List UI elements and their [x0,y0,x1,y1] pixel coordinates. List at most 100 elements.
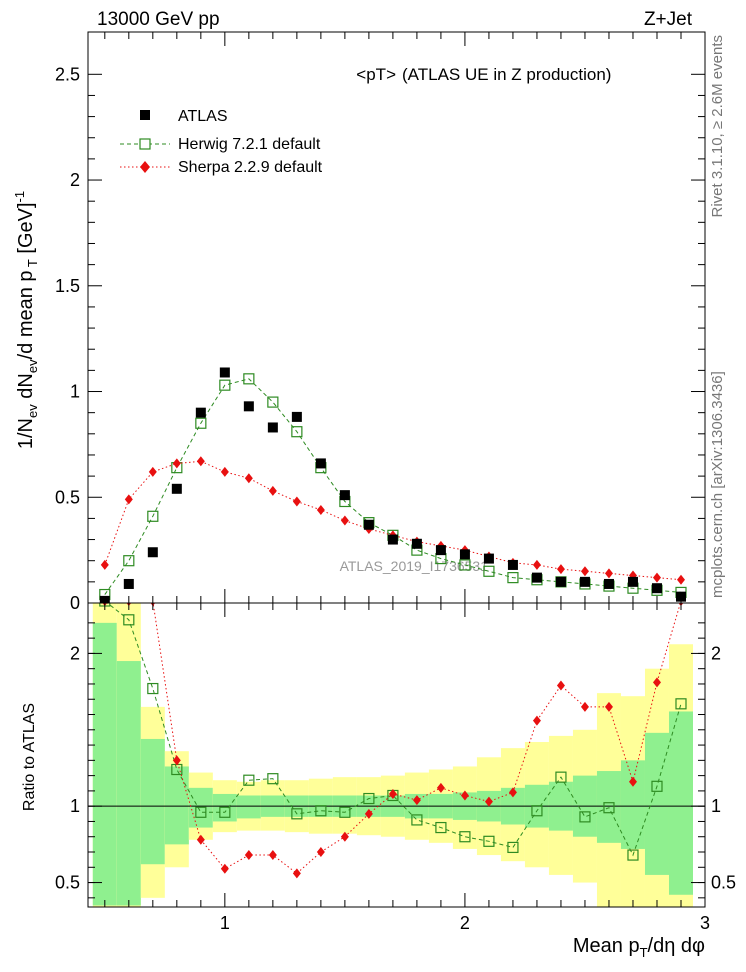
herwig-point [603,802,615,814]
legend-sherpa-marker [140,161,150,173]
atlas-point [507,559,518,570]
sherpa-point [676,574,685,585]
atlas-point [627,576,638,587]
xtick-label: 2 [460,913,470,933]
herwig-point [555,771,567,783]
herwig-point [315,805,327,817]
sherpa-point [652,677,661,688]
herwig-point [219,806,231,818]
herwig-point [195,417,207,429]
plot-title: <pT> [356,65,396,84]
sherpa-point [340,515,349,526]
sherpa-point [508,787,517,798]
herwig-point [219,379,231,391]
sherpa-point [196,456,205,467]
main-ytick-label: 1 [70,382,80,402]
sherpa-point [412,795,421,806]
ratio-ytick-label: 0.5 [55,873,80,893]
ratio-bands [92,603,693,907]
axes-layer: 0 0.5 1 1.5 2 2.5 0.5 0.5 1 1 2 2 1 2 3 [55,31,736,933]
herwig-point [363,792,375,805]
herwig-point [267,773,279,785]
ratio-ytick-label-right: 2 [711,643,721,663]
xtick-label: 3 [700,913,710,933]
legend-atlas-marker [140,110,150,120]
herwig-point [651,780,663,792]
sherpa-point [316,847,325,858]
atlas-point [243,401,254,412]
herwig-point [267,396,279,408]
sherpa-point [292,868,301,879]
header-energy: 13000 GeV pp [97,9,220,30]
xtick-label: 1 [220,913,230,933]
ratio-frame [87,602,706,908]
sherpa-point [604,701,613,712]
mcplots-label: mcplots.cern.ch [arXiv:1306.3436] [709,371,726,598]
sherpa-point [172,458,181,469]
sherpa-point [268,850,277,861]
ratio-ytick-label-right: 1 [711,796,721,816]
header-process: Z+Jet [644,9,693,30]
main-ylabel: 1/Nev dNev/d mean p T [GeV]-1 [12,191,40,449]
atlas-point [147,547,158,558]
rivet-label: Rivet 3.1.10, ≥ 2.6M events [709,35,726,218]
sherpa-point [532,715,541,726]
sherpa-point [268,485,277,496]
sherpa-point [628,776,637,787]
sherpa-point [340,831,349,842]
herwig-point [459,831,471,843]
sherpa-point [436,782,445,793]
sherpa-point [580,566,589,577]
sherpa-point [244,850,253,861]
main-ytick-label: 0 [70,593,80,613]
atlas-point [459,549,470,560]
herwig-point [579,811,591,823]
legend: ATLAS Herwig 7.2.1 default Sherpa 2.2.9 … [120,108,323,176]
atlas-point [363,519,374,530]
herwig-point [291,426,303,438]
band-inner [92,622,117,906]
atlas-point [219,367,230,378]
main-ytick-label: 2.5 [55,64,80,84]
band-inner [668,711,693,895]
main-ytick-label: 0.5 [55,487,80,507]
sherpa-point [292,496,301,507]
herwig-point [243,373,255,385]
atlas-point [123,578,134,589]
sherpa-point [220,863,229,874]
herwig-point [531,805,543,817]
ratio-ytick-label: 1 [70,796,80,816]
sherpa-point [556,680,565,691]
herwig-point [147,510,159,522]
band-inner [236,795,261,819]
atlas-point [651,583,662,594]
x-axis-label: Mean pT/dη dφ [573,935,705,960]
atlas-point [291,411,302,422]
sherpa-point [556,564,565,575]
herwig-point [123,614,135,626]
main-data-layer [99,367,687,603]
sherpa-point [124,494,133,505]
herwig-point [627,849,639,861]
atlas-point [435,545,446,556]
herwig-point [243,774,255,786]
sherpa-point [580,701,589,712]
sherpa-point [244,473,253,484]
watermark: ATLAS_2019_I1736531 [340,558,489,574]
ratio-series-herwig [99,603,687,861]
sherpa-point [532,559,541,570]
main-series-data [99,367,686,603]
sherpa-point [652,572,661,583]
atlas-point [555,576,566,587]
herwig-point [291,808,303,820]
legend-atlas-label: ATLAS [178,108,228,125]
herwig-point [507,841,519,854]
sherpa-point [484,796,493,807]
ratio-series-sherpa [102,603,684,879]
legend-herwig-marker [139,138,151,150]
herwig-point [195,806,207,818]
atlas-point [267,422,278,433]
herwig-point [459,559,471,571]
herwig-point [411,814,423,826]
ratio-ytick-label: 2 [70,643,80,663]
